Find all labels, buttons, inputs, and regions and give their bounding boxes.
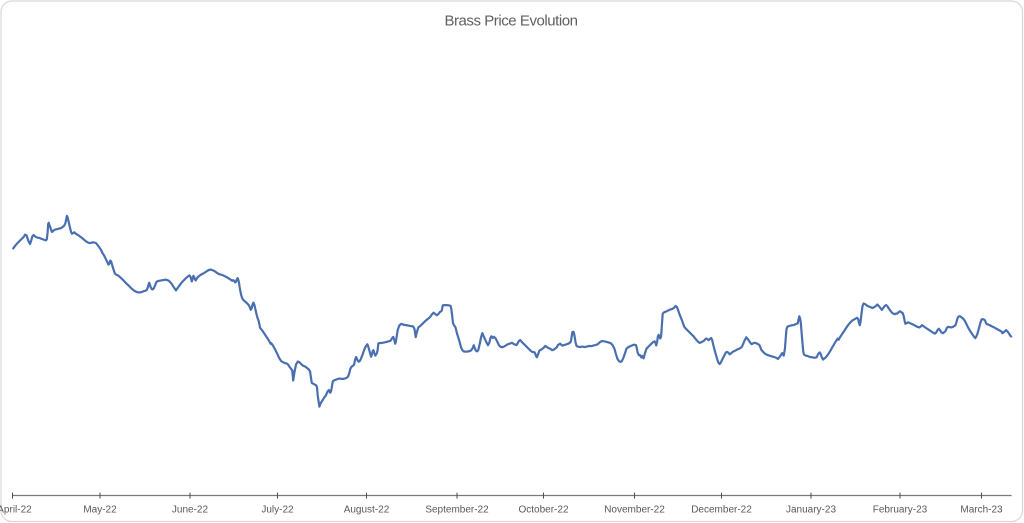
svg-text:July-22: July-22 [261, 505, 294, 516]
svg-text:November-22: November-22 [604, 505, 665, 516]
svg-text:March-23: March-23 [960, 505, 1003, 516]
svg-text:May-22: May-22 [83, 505, 117, 516]
svg-text:April-22: April-22 [0, 505, 32, 516]
svg-text:January-23: January-23 [786, 505, 836, 516]
svg-text:October-22: October-22 [518, 505, 568, 516]
svg-text:June-22: June-22 [172, 505, 209, 516]
svg-text:September-22: September-22 [425, 505, 489, 516]
svg-text:December-22: December-22 [691, 505, 752, 516]
svg-text:August-22: August-22 [344, 505, 390, 516]
svg-text:Brass Price Evolution: Brass Price Evolution [444, 13, 577, 30]
svg-text:February-23: February-23 [873, 505, 928, 516]
